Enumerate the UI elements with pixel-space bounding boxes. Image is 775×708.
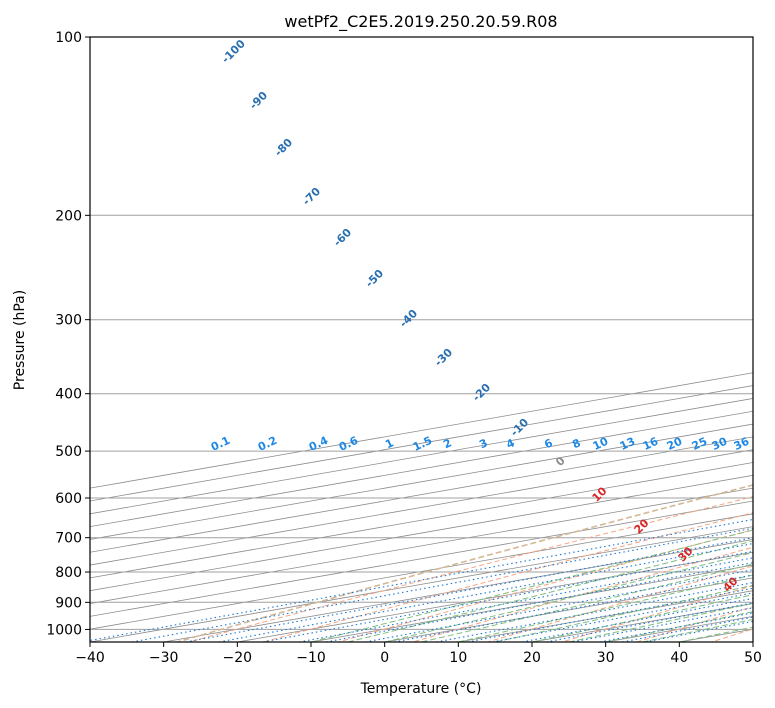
x-tick-label: 50 bbox=[744, 650, 762, 666]
axes-frame bbox=[89, 36, 754, 643]
mixing-ratio-label: 13 bbox=[618, 435, 637, 453]
x-tick-label: 20 bbox=[523, 650, 541, 666]
y-tick-label: 1000 bbox=[46, 622, 82, 638]
isotherm-line bbox=[90, 500, 753, 617]
y-tick-label: 400 bbox=[55, 387, 82, 403]
x-tick-label: 30 bbox=[597, 650, 615, 666]
moist-adiabat-line bbox=[421, 563, 753, 642]
isotherm-line bbox=[163, 539, 753, 642]
isotherm-line bbox=[90, 474, 753, 592]
isotherm-line bbox=[90, 526, 753, 642]
mixing-ratio-line bbox=[185, 537, 753, 642]
y-tick-label: 800 bbox=[55, 565, 82, 581]
mixing-ratio-label: 16 bbox=[641, 435, 661, 453]
x-axis-label: Temperature (°C) bbox=[360, 681, 482, 697]
moist-adiabat-line bbox=[384, 552, 753, 642]
mixing-ratio-line bbox=[521, 597, 753, 642]
y-tick-label: 700 bbox=[55, 531, 82, 547]
isotherm-line bbox=[90, 449, 753, 566]
mixing-ratio-line bbox=[492, 592, 753, 642]
x-tick-label: −40 bbox=[75, 650, 105, 666]
x-tick-label: 0 bbox=[380, 650, 389, 666]
isotherm-line bbox=[90, 487, 753, 604]
moist-adiabat-line bbox=[347, 540, 753, 642]
isotherm-line bbox=[90, 462, 753, 579]
moist-adiabat-line bbox=[310, 529, 753, 642]
mixing-ratio-line bbox=[572, 607, 753, 642]
mixing-ratio-label: 20 bbox=[665, 435, 685, 453]
x-tick-label: −20 bbox=[223, 650, 253, 666]
mixing-ratio-label: 30 bbox=[710, 435, 730, 453]
x-tick-label: 10 bbox=[449, 650, 467, 666]
isotherm-line bbox=[90, 436, 753, 553]
mixing-ratio-line bbox=[90, 518, 753, 642]
mixing-ratio-label: 10 bbox=[591, 435, 611, 453]
y-tick-label: 200 bbox=[55, 208, 82, 224]
moist-adiabat-line bbox=[531, 594, 753, 642]
y-tick-label: 600 bbox=[55, 491, 82, 507]
plot-area bbox=[90, 37, 753, 642]
mixing-ratio-line bbox=[546, 602, 753, 642]
chart-title: wetPf2_C2E5.2019.250.20.59.R08 bbox=[284, 12, 557, 32]
mixing-ratio-line bbox=[467, 587, 753, 642]
mixing-ratio-line bbox=[299, 557, 753, 642]
axes-border bbox=[89, 36, 754, 643]
y-tick-label: 100 bbox=[55, 30, 82, 46]
mixing-ratio-line bbox=[325, 562, 753, 642]
isotherm-line bbox=[90, 513, 753, 630]
y-tick-label: 300 bbox=[55, 313, 82, 329]
mixing-ratio-label: 25 bbox=[690, 435, 709, 453]
y-axis-label: Pressure (hPa) bbox=[12, 290, 28, 390]
mixing-ratio-line bbox=[436, 582, 753, 642]
y-tick-label: 500 bbox=[55, 444, 82, 460]
x-tick-label: −10 bbox=[296, 650, 326, 666]
x-tick-label: 40 bbox=[670, 650, 688, 666]
y-tick-label: 900 bbox=[55, 595, 82, 611]
x-tick-label: −30 bbox=[149, 650, 179, 666]
moist-adiabat-line bbox=[458, 574, 753, 642]
mixing-ratio-label: 36 bbox=[732, 435, 752, 453]
parcel-reference-curve bbox=[176, 484, 753, 642]
dry-adiabat-line bbox=[188, 496, 753, 642]
